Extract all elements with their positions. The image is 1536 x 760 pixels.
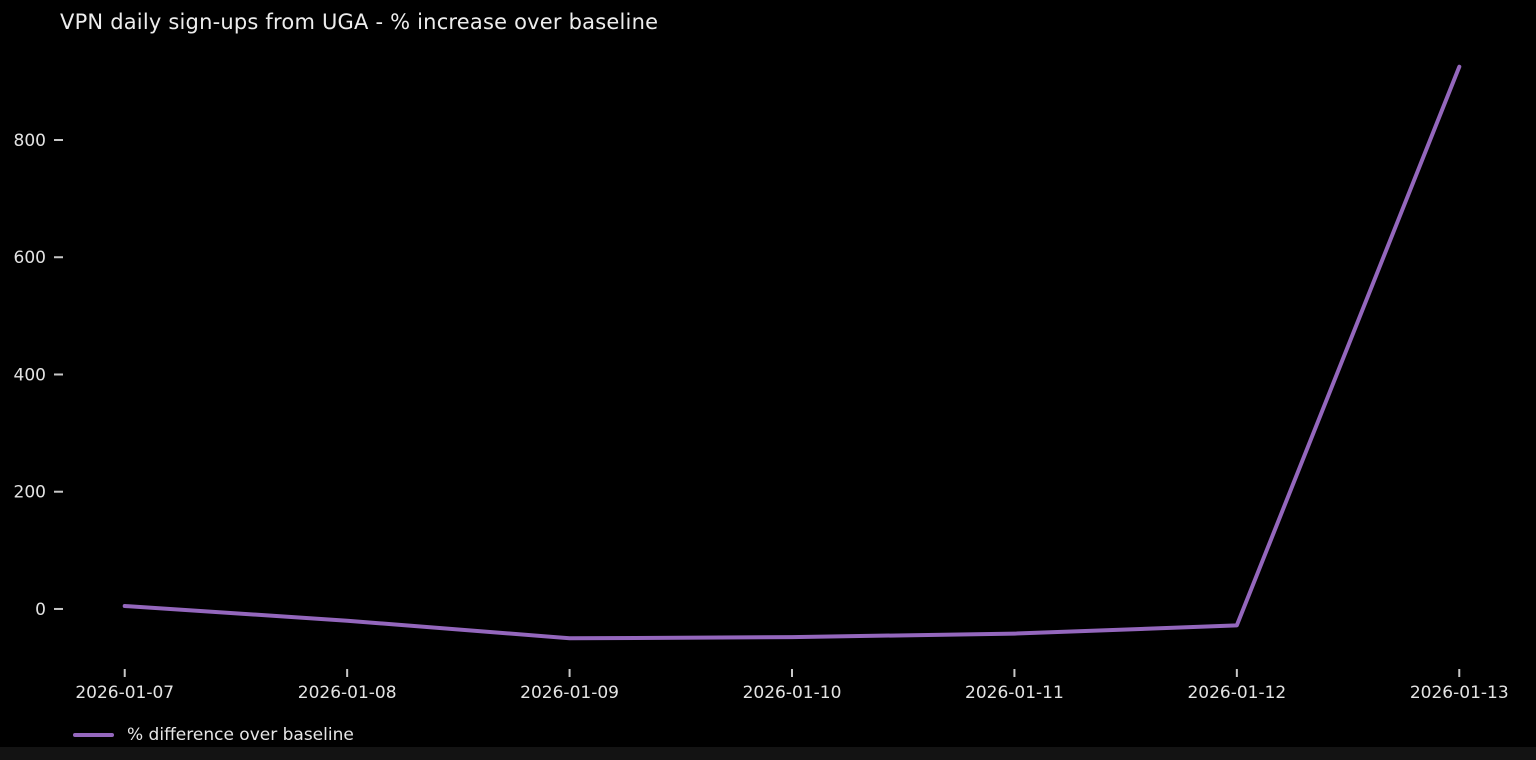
y-tick-label: 400: [14, 365, 46, 385]
bottom-strip: [0, 747, 1536, 760]
y-tick-label: 200: [14, 483, 46, 503]
series-line: [122, 64, 1462, 641]
x-tick-label: 2026-01-10: [743, 683, 842, 703]
chart-title: VPN daily sign-ups from UGA - % increase…: [60, 10, 659, 34]
chart-legend: % difference over baseline: [73, 723, 354, 747]
legend-line-swatch: [73, 733, 114, 737]
x-tick-label: 2026-01-09: [520, 683, 619, 703]
y-tick-label: 600: [14, 248, 46, 268]
x-tick-label: 2026-01-08: [298, 683, 397, 703]
y-tick-label: 800: [14, 131, 46, 151]
x-tick-label: 2026-01-12: [1187, 683, 1286, 703]
x-tick-label: 2026-01-11: [965, 683, 1064, 703]
legend-label: % difference over baseline: [127, 725, 354, 745]
x-tick-label: 2026-01-07: [75, 683, 174, 703]
y-tick-label: 0: [35, 600, 46, 620]
x-tick-label: 2026-01-13: [1410, 683, 1509, 703]
